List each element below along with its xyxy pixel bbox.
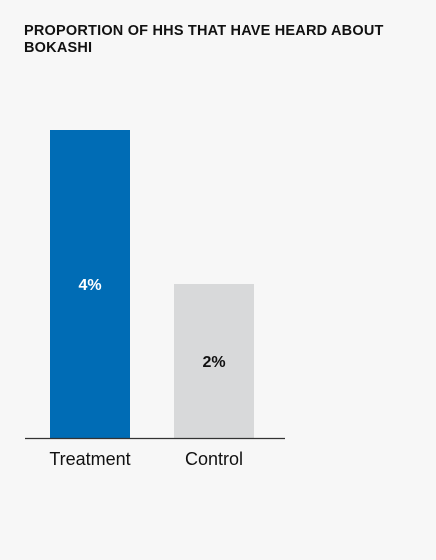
category-label-treatment: Treatment — [49, 449, 130, 469]
data-label-treatment: 4% — [78, 277, 101, 294]
data-label-control: 2% — [202, 354, 225, 371]
bar-control — [174, 284, 254, 438]
chart-title: PROPORTION OF HHS THAT HAVE HEARD ABOUT … — [24, 23, 384, 56]
labels-group: 4% Treatment 2% Control — [49, 277, 243, 469]
bars-group — [50, 130, 254, 438]
category-label-control: Control — [185, 449, 243, 469]
bar-treatment — [50, 130, 130, 438]
